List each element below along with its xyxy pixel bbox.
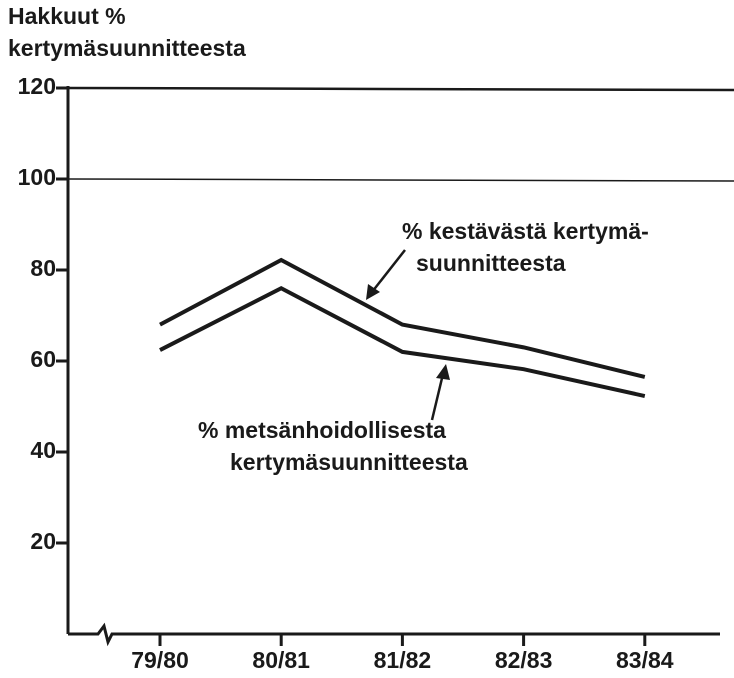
y-axis-label: Hakkuut % kertymäsuunnitteesta bbox=[8, 3, 246, 61]
reference-line bbox=[67, 86, 734, 92]
y-tick-label: 100 bbox=[18, 164, 56, 190]
arrowhead bbox=[366, 284, 380, 300]
y-tick-label: 80 bbox=[30, 255, 56, 281]
reference-line bbox=[67, 178, 734, 182]
y-tick-label: 60 bbox=[30, 346, 56, 372]
arrow bbox=[430, 373, 445, 421]
series-line bbox=[159, 257, 646, 379]
arrowhead bbox=[436, 364, 450, 380]
arrow bbox=[371, 249, 406, 293]
series-label: % metsänhoidollisesta kertymäsuunnitteest… bbox=[198, 417, 468, 475]
x-tick-label: 83/84 bbox=[616, 647, 674, 673]
x-tick-label: 80/81 bbox=[252, 647, 310, 673]
y-tick-label: 120 bbox=[18, 73, 56, 99]
y-tick-label: 40 bbox=[30, 437, 56, 463]
series-line bbox=[159, 285, 646, 398]
x-tick-label: 81/82 bbox=[374, 647, 432, 673]
y-tick-label: 20 bbox=[30, 528, 56, 554]
x-tick-label: 79/80 bbox=[131, 647, 189, 673]
x-axis bbox=[68, 622, 720, 647]
series-label: % kestävästä kertymä-suunnitteesta bbox=[402, 218, 649, 276]
x-tick-label: 82/83 bbox=[495, 647, 553, 673]
